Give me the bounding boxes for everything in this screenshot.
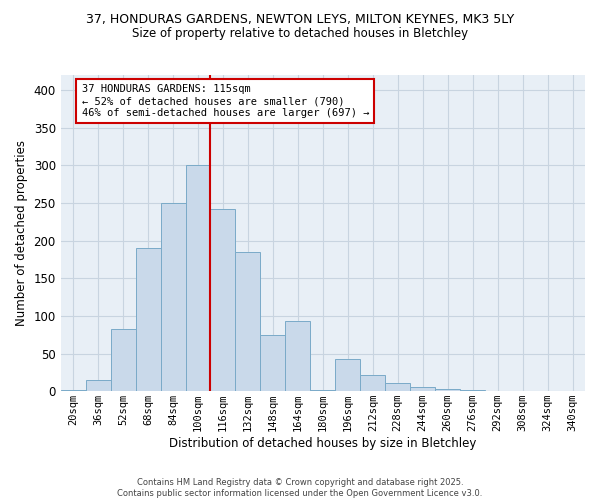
Bar — [360, 374, 385, 391]
Y-axis label: Number of detached properties: Number of detached properties — [15, 140, 28, 326]
Bar — [136, 248, 161, 391]
Text: 37 HONDURAS GARDENS: 115sqm
← 52% of detached houses are smaller (790)
46% of se: 37 HONDURAS GARDENS: 115sqm ← 52% of det… — [82, 84, 369, 117]
Text: 37, HONDURAS GARDENS, NEWTON LEYS, MILTON KEYNES, MK3 5LY: 37, HONDURAS GARDENS, NEWTON LEYS, MILTO… — [86, 12, 514, 26]
Bar — [235, 252, 260, 391]
Bar — [110, 330, 136, 391]
Bar — [435, 389, 460, 391]
Bar — [286, 321, 310, 391]
Bar — [460, 390, 485, 391]
Bar — [211, 209, 235, 391]
Text: Contains HM Land Registry data © Crown copyright and database right 2025.
Contai: Contains HM Land Registry data © Crown c… — [118, 478, 482, 498]
Bar — [86, 380, 110, 391]
Bar — [335, 359, 360, 391]
Bar — [161, 203, 185, 391]
Bar — [310, 390, 335, 391]
X-axis label: Distribution of detached houses by size in Bletchley: Distribution of detached houses by size … — [169, 437, 476, 450]
Bar — [410, 388, 435, 391]
Bar — [385, 383, 410, 391]
Bar — [61, 390, 86, 391]
Text: Size of property relative to detached houses in Bletchley: Size of property relative to detached ho… — [132, 28, 468, 40]
Bar — [185, 166, 211, 391]
Bar — [260, 334, 286, 391]
